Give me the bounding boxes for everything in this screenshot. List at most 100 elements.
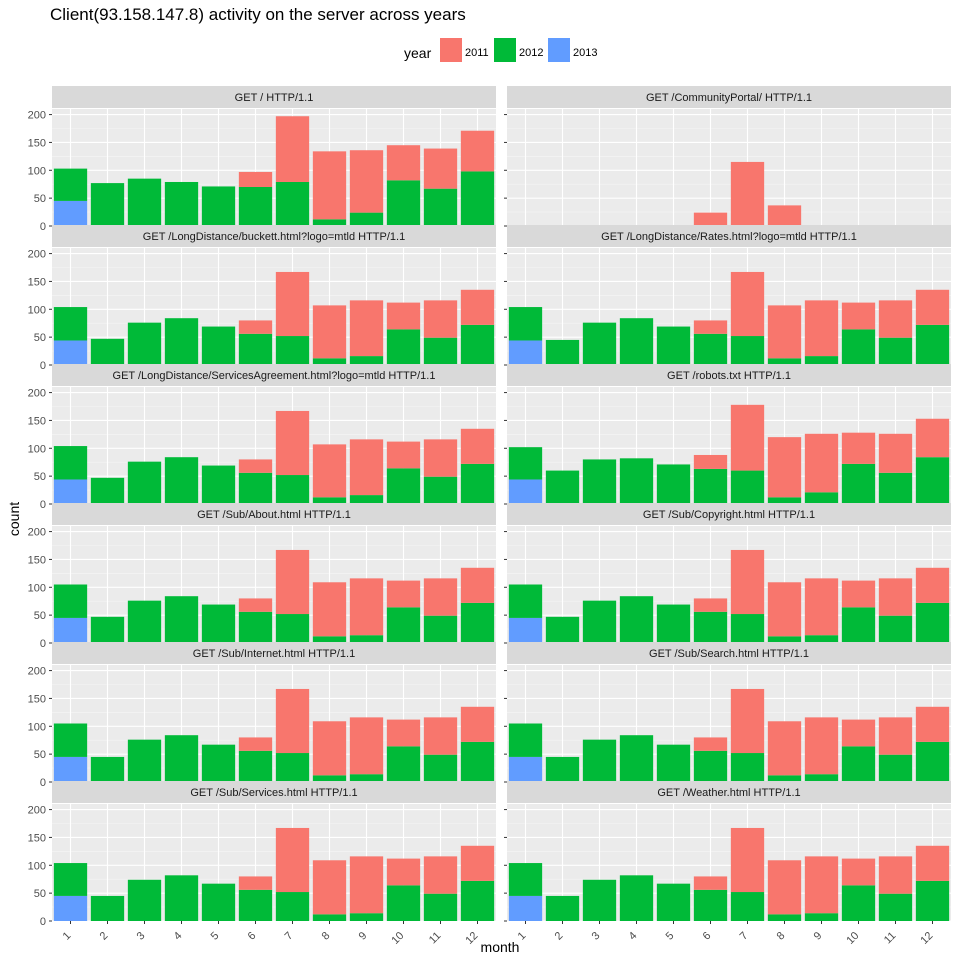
- bar-2012-month-9: [349, 913, 384, 921]
- y-tick-label: 150: [28, 693, 46, 705]
- bar-2013-month-1: [508, 479, 543, 504]
- bar-2012-month-3: [127, 600, 162, 643]
- x-tick-label: 8: [320, 930, 333, 943]
- bar-2012-month-1: [508, 584, 543, 618]
- bar-2012-month-11: [878, 472, 913, 504]
- bar-2012-month-5: [201, 186, 236, 226]
- x-tick-label: 3: [590, 930, 603, 943]
- bar-2012-month-6: [693, 611, 728, 643]
- bar-2012-month-8: [767, 914, 802, 921]
- x-tick-label: 6: [246, 930, 259, 943]
- bar-2012-month-9: [804, 492, 839, 504]
- bar-2011-month-11: [423, 148, 458, 189]
- bar-2011-month-10: [386, 441, 421, 469]
- bar-2011-month-11: [878, 717, 913, 755]
- bar-2012-month-3: [582, 879, 617, 921]
- bar-2011-month-11: [423, 717, 458, 755]
- bar-2012-month-9: [349, 635, 384, 643]
- bar-2012-month-4: [164, 457, 199, 504]
- bar-2012-month-8: [312, 775, 347, 782]
- bar-2012-month-9: [349, 774, 384, 782]
- bar-2012-month-6: [238, 611, 273, 643]
- x-tick-label: 8: [775, 930, 788, 943]
- bar-2012-month-5: [201, 744, 236, 782]
- bar-2011-month-6: [238, 876, 273, 890]
- y-tick-label: 100: [28, 443, 46, 455]
- bar-2012-month-5: [656, 744, 691, 782]
- bar-2012-month-6: [693, 333, 728, 365]
- bar-2012-month-6: [693, 750, 728, 782]
- bar-2012-month-12: [915, 324, 950, 365]
- x-tick-label: 3: [135, 930, 148, 943]
- bar-2011-month-10: [386, 302, 421, 330]
- facet-panel: GET /Sub/Internet.html HTTP/1.1 0 50 100 150…: [28, 642, 496, 789]
- x-tick-label: 4: [627, 930, 640, 943]
- y-tick-label: 200: [28, 805, 46, 817]
- panel-background: [507, 109, 951, 226]
- x-tick-label: 11: [882, 930, 899, 947]
- bar-2012-month-9: [804, 356, 839, 365]
- legend: year 2011 2012 2013: [404, 38, 597, 62]
- x-tick-label: 2: [98, 930, 111, 943]
- bar-2012-month-7: [730, 892, 765, 921]
- x-tick-label: 10: [389, 930, 406, 947]
- y-tick-label: 50: [34, 471, 46, 483]
- bar-2012-month-6: [238, 333, 273, 365]
- bar-2013-month-1: [508, 895, 543, 921]
- bar-2012-month-3: [582, 600, 617, 643]
- bar-2012-month-10: [841, 463, 876, 504]
- bar-2012-month-9: [804, 635, 839, 643]
- bar-2011-month-8: [312, 582, 347, 637]
- bar-2012-month-3: [127, 739, 162, 782]
- bar-2012-month-4: [619, 318, 654, 365]
- facet-panel: GET /LongDistance/buckett.html?logo=mtld…: [28, 225, 496, 372]
- bar-2012-month-7: [275, 614, 310, 643]
- y-tick-label: 150: [28, 415, 46, 427]
- chart-title: Client(93.158.147.8) activity on the ser…: [50, 5, 466, 24]
- bar-2011-month-9: [804, 717, 839, 775]
- bar-2012-month-11: [878, 337, 913, 365]
- bar-2011-month-6: [693, 320, 728, 334]
- facet-strip: [52, 781, 496, 803]
- bar-2012-month-6: [693, 889, 728, 921]
- facet-panel: GET /Sub/About.html HTTP/1.1 0 50 100 150 200: [28, 503, 496, 650]
- x-axis-title: month: [481, 939, 520, 955]
- bar-2011-month-10: [386, 719, 421, 747]
- bar-2012-month-2: [545, 616, 580, 643]
- bar-2011-month-7: [730, 404, 765, 471]
- bar-2011-month-11: [878, 300, 913, 338]
- bar-2012-month-6: [238, 889, 273, 921]
- y-tick-label: 0: [40, 221, 46, 233]
- y-tick-label: 50: [34, 610, 46, 622]
- facet-strip: [52, 225, 496, 247]
- legend-label-2013: 2013: [573, 47, 597, 59]
- x-tick-label: 9: [812, 930, 825, 943]
- bar-2012-month-9: [349, 356, 384, 365]
- bar-2012-month-8: [767, 636, 802, 643]
- facet-panel: GET /robots.txt HTTP/1.1: [504, 364, 951, 505]
- bar-2011-month-7: [275, 271, 310, 337]
- bar-2012-month-7: [275, 753, 310, 782]
- facet-strip-label: GET /CommunityPortal/ HTTP/1.1: [646, 92, 812, 104]
- y-tick-label: 150: [28, 137, 46, 149]
- bar-2011-month-11: [878, 578, 913, 616]
- bar-2012-month-11: [878, 893, 913, 921]
- bar-2012-month-9: [349, 495, 384, 504]
- y-tick-label: 50: [34, 749, 46, 761]
- bar-2011-month-10: [841, 858, 876, 886]
- bar-2012-month-12: [915, 602, 950, 643]
- facet-strip: [507, 86, 951, 108]
- bar-2011-month-6: [238, 171, 273, 187]
- bar-2012-month-4: [619, 875, 654, 921]
- bar-2011-month-6: [238, 320, 273, 334]
- bar-2012-month-1: [53, 307, 88, 341]
- legend-key-2011: [440, 38, 462, 62]
- y-tick-label: 150: [28, 554, 46, 566]
- bar-2012-month-1: [53, 863, 88, 896]
- bar-2012-month-11: [423, 893, 458, 921]
- bar-2012-month-11: [423, 337, 458, 365]
- bar-2011-month-10: [841, 302, 876, 330]
- bar-2012-month-8: [312, 358, 347, 365]
- y-tick-label: 100: [28, 860, 46, 872]
